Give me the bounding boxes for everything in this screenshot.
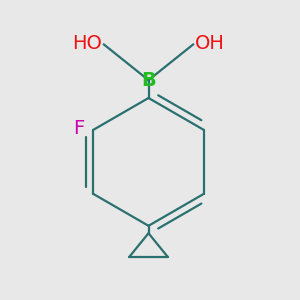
Text: B: B <box>141 71 156 90</box>
Text: HO: HO <box>73 34 102 52</box>
Text: F: F <box>73 119 85 138</box>
Text: OH: OH <box>195 34 224 52</box>
